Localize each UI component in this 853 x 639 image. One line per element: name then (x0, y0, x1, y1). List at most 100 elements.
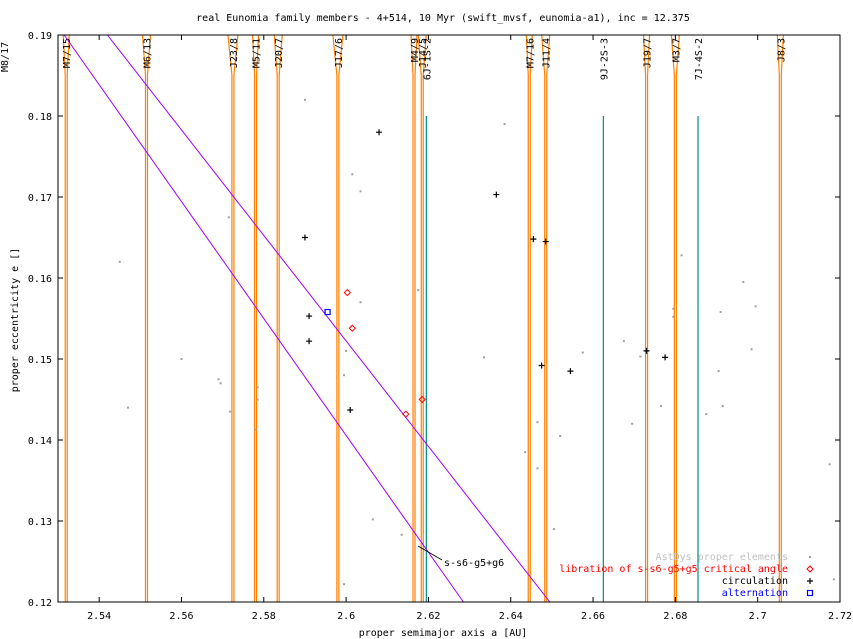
y-tick-label: 0.12 (28, 598, 52, 609)
x-axis-label: proper semimajor axis a [AU] (359, 628, 528, 639)
resonance-line (141, 34, 147, 602)
legend-marker (806, 565, 814, 573)
axes: 2.54 2.56 2.58 2.6 2.62 2.64 2.66 2.68 2.7 2.72 0.… (28, 31, 852, 622)
legend-marker (807, 578, 813, 584)
data-point (219, 382, 222, 385)
data-point (482, 356, 485, 359)
legend-marker (809, 556, 811, 558)
data-point (832, 578, 835, 581)
data-point (643, 347, 650, 354)
resonance-label: M3/7 (671, 38, 682, 62)
data-point (750, 348, 753, 351)
resonance-line (332, 34, 338, 602)
data-point (254, 428, 257, 431)
data-point (229, 410, 232, 413)
resonance-label: M5/11 (252, 38, 263, 68)
data-point (721, 404, 724, 407)
data-point (306, 313, 313, 320)
data-point (376, 129, 383, 136)
data-point (631, 422, 634, 425)
resonance-label: M7/15 (62, 38, 73, 68)
x-tick-label: 2.62 (416, 611, 440, 622)
y-tick-label: 0.15 (28, 355, 52, 366)
resonance-line (780, 34, 784, 602)
data-point (347, 407, 354, 414)
y-tick-label: 0.19 (28, 31, 52, 42)
data-point (343, 374, 346, 377)
data-point (301, 234, 308, 241)
data-point (348, 324, 356, 332)
y-axis-label: proper eccentricity e [] (10, 248, 21, 393)
resonance-line (529, 34, 533, 602)
data-point (662, 354, 669, 361)
data-point (118, 260, 121, 263)
data-point (303, 98, 306, 101)
data-point (639, 355, 642, 358)
data-point (717, 370, 720, 373)
secular-resonance-line (106, 34, 551, 603)
y-tick-label: 0.16 (28, 274, 52, 285)
top-left-resonance-label: M8/17 (0, 42, 11, 72)
resonance-line (776, 34, 780, 602)
resonance-line (675, 34, 680, 602)
data-point (126, 406, 129, 409)
data-point (351, 173, 354, 176)
data-point (542, 238, 549, 245)
data-point (622, 340, 625, 343)
legend-label: AstDys proper elements (656, 552, 788, 563)
resonance-line (642, 34, 647, 602)
resonance-line (233, 34, 239, 602)
data-point (680, 254, 683, 257)
data-point (180, 358, 183, 360)
data-point (503, 123, 506, 126)
data-point (659, 404, 662, 407)
resonance-line (66, 34, 70, 602)
resonance-label: J11/4 (542, 38, 553, 68)
x-tick-label: 2.68 (663, 611, 687, 622)
legend-marker (806, 589, 814, 597)
resonance-line (410, 34, 414, 602)
resonance-label: J20/7 (274, 38, 285, 68)
resonance-line (146, 34, 152, 602)
x-tick-label: 2.7 (749, 611, 767, 622)
resonance-line (227, 34, 233, 602)
resonance-line (417, 34, 422, 602)
resonance-line (62, 34, 66, 602)
data-point (256, 398, 259, 401)
data-point (552, 528, 555, 531)
data-point (828, 463, 831, 466)
resonance-line (338, 34, 344, 602)
data-point (324, 308, 331, 316)
resonance-line (670, 34, 675, 602)
data-point (227, 216, 230, 219)
plot-area: M7/15 M6/13 J23/8 M5/11 J20/7 J17/6 M4/9J14/56… (62, 34, 835, 603)
x-tick-label: 2.66 (581, 611, 605, 622)
data-point (343, 583, 346, 586)
data-point (343, 288, 352, 297)
secular-resonance-label: s-s6-g5+g6 (444, 558, 504, 569)
data-point (345, 349, 348, 352)
data-point (536, 421, 539, 424)
secular-resonance-line (63, 34, 464, 603)
resonance-label: J8/3 (776, 38, 787, 62)
resonance-line (278, 34, 283, 602)
resonance-line (546, 34, 551, 602)
resonance-label: J19/7 (643, 38, 654, 68)
resonance-line (646, 34, 651, 602)
resonance-label: 7J-4S-2 (694, 38, 705, 80)
resonance-line (541, 34, 546, 602)
resonance-label: J14/5 (418, 38, 429, 68)
x-tick-label: 2.58 (252, 611, 276, 622)
data-point (559, 434, 562, 437)
y-tick-label: 0.13 (28, 517, 52, 528)
resonance-label: 6J-1S-2 (422, 38, 433, 80)
data-point (306, 338, 313, 345)
resonance-label: M7/16 (525, 38, 536, 68)
plot-frame (57, 34, 841, 603)
data-point (524, 451, 527, 454)
legend-label: alternation (722, 588, 788, 599)
resonance-label: J17/6 (334, 38, 345, 68)
data-point (742, 281, 745, 284)
resonance-label: M4/9 (410, 38, 421, 62)
data-point (672, 315, 675, 318)
